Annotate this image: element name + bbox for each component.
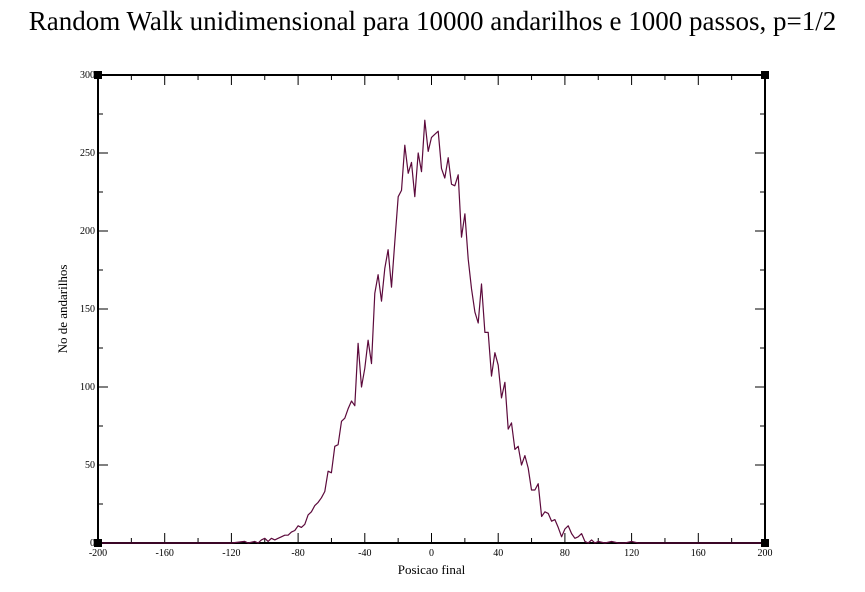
y-tick-label: 200 — [80, 226, 95, 237]
y-tick-label: 300 — [80, 70, 95, 81]
x-tick-label: 160 — [691, 548, 706, 559]
corner-marker — [761, 71, 769, 79]
x-tick-label: 80 — [560, 548, 570, 559]
x-axis-ticks: -200 -160 -120 -80 -40 0 40 80 120 160 200 — [89, 75, 773, 559]
y-axis-label: No de andarilhos — [55, 265, 70, 354]
y-tick-label: 150 — [80, 304, 95, 315]
y-axis-ticks: 0 50 100 150 200 250 300 — [80, 70, 765, 549]
y-tick-label: 100 — [80, 382, 95, 393]
y-tick-label: 0 — [90, 538, 95, 549]
x-tick-label: 200 — [758, 548, 773, 559]
x-tick-label: 0 — [429, 548, 434, 559]
chart-title: Random Walk unidimensional para 10000 an… — [28, 6, 837, 36]
x-axis-label: Posicao final — [398, 562, 466, 577]
x-tick-label: -160 — [156, 548, 174, 559]
x-tick-label: 40 — [493, 548, 503, 559]
series-line — [98, 119, 765, 544]
x-tick-label: -80 — [291, 548, 304, 559]
corner-marker — [94, 71, 102, 79]
x-tick-label: 120 — [624, 548, 639, 559]
x-tick-label: -120 — [222, 548, 240, 559]
series-layer — [94, 71, 769, 547]
y-tick-label: 250 — [80, 148, 95, 159]
x-tick-label: -40 — [358, 548, 371, 559]
x-tick-label: -200 — [89, 548, 107, 559]
corner-marker — [94, 539, 102, 547]
plot-frame — [97, 74, 766, 544]
corner-marker — [761, 539, 769, 547]
y-tick-label: 50 — [85, 460, 95, 471]
